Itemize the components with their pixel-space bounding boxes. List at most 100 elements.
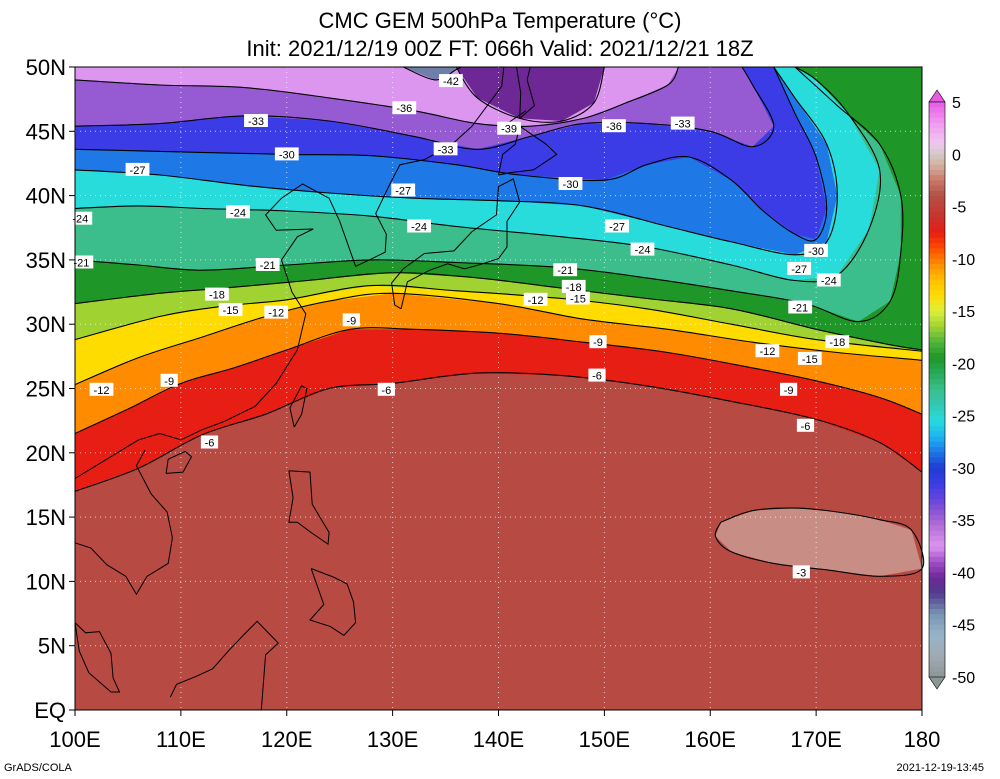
coastline <box>74 622 121 693</box>
contour-label-text: -21 <box>73 258 89 270</box>
colorbar-swatch <box>929 258 945 265</box>
isotherm-minus9 <box>74 327 923 434</box>
colorbar-swatch <box>929 399 945 406</box>
colorbar-swatch <box>929 180 945 187</box>
contour-label-text: -15 <box>223 305 239 317</box>
colorbar-swatch <box>929 368 945 375</box>
colorbar-tick-label: -20 <box>952 356 975 373</box>
contour-label-bg <box>787 261 812 275</box>
colorbar-swatch <box>929 122 945 129</box>
contour-label-text: -18 <box>209 290 225 302</box>
lon-tick-label: 180 <box>904 727 941 752</box>
colorbar-swatch <box>929 572 945 579</box>
contour-label: -15 <box>218 303 243 317</box>
contour-label-text: -9 <box>346 315 356 327</box>
contour-label-text: -33 <box>675 119 691 131</box>
colorbar-tick-label: -50 <box>952 670 975 687</box>
lat-tick-label: 45N <box>26 119 66 144</box>
lat-tick-label: 25N <box>26 377 66 402</box>
contour-label-bg <box>391 183 416 197</box>
colorbar-swatch <box>929 582 945 589</box>
contour-label-text: -18 <box>566 282 582 294</box>
lon-tick-label: 170E <box>790 727 841 752</box>
contour-label: -33 <box>244 114 268 128</box>
contour-label-text: -3 <box>796 567 806 579</box>
contour-label-bg <box>630 242 655 256</box>
contour-label: -15 <box>797 351 822 366</box>
colorbar-swatch <box>929 112 945 119</box>
lon-tick-label: 150E <box>579 727 630 752</box>
colorbar-swatch <box>929 222 945 229</box>
contour-label-text: -12 <box>528 295 544 307</box>
contour-label-text: -24 <box>230 207 246 219</box>
contour-label: -6 <box>377 382 395 397</box>
contour-label-bg <box>377 382 395 396</box>
contour-label: -30 <box>274 147 299 161</box>
colorbar-swatch <box>929 347 945 354</box>
contour-label: -12 <box>264 305 289 320</box>
colorbar-swatch <box>929 483 945 490</box>
latitude-axis: EQ 5N 10N 15N 20N 25N 30N 35N 40N 45N 50N <box>26 55 75 723</box>
colorbar-swatch <box>929 624 945 631</box>
colorbar-swatch <box>929 609 945 615</box>
colorbar-swatch <box>929 107 945 114</box>
colorbar-swatch <box>929 352 945 359</box>
contour-label-bg <box>255 258 280 271</box>
contour-label: -18 <box>561 279 586 294</box>
colorbar-swatch <box>929 128 945 134</box>
colorbar-swatch <box>929 269 945 276</box>
colorbar-swatch <box>929 598 945 605</box>
contour-label: -30 <box>804 243 828 258</box>
coastline <box>289 385 308 428</box>
colorbar-swatch <box>929 138 945 145</box>
colorbar-swatch <box>929 551 945 558</box>
colorbar-swatch <box>929 332 945 338</box>
contour-label: -24 <box>68 211 93 226</box>
colorbar-swatch <box>929 389 945 396</box>
contour-label: -24 <box>226 205 250 219</box>
contour-label-text: -6 <box>205 438 215 450</box>
colorbar-swatch <box>929 196 945 202</box>
colorbar-swatch <box>929 457 945 464</box>
colorbar-swatch <box>929 243 945 249</box>
colorbar-swatch <box>929 206 945 213</box>
lon-tick-label: 100E <box>49 727 100 752</box>
isotherm-minus36 <box>74 66 679 128</box>
contour-label-bg <box>605 219 629 233</box>
contour-label-bg <box>797 351 822 365</box>
contour-label-bg <box>89 382 114 396</box>
colorbar-swatch <box>929 629 945 636</box>
contour-label: -21 <box>255 258 280 272</box>
colorbar-swatch <box>929 300 945 307</box>
colorbar-swatch <box>929 509 945 516</box>
colorbar-tick-label: -5 <box>952 200 966 217</box>
coastline <box>288 470 330 545</box>
coastline <box>169 620 280 711</box>
coastline <box>74 66 505 479</box>
colorbar-swatch <box>929 237 945 244</box>
contour-label-text: -9 <box>593 337 603 349</box>
contour-label-text: -39 <box>501 124 517 136</box>
colorbar-tick-label: 0 <box>952 147 961 164</box>
contour-label: -18 <box>205 287 229 302</box>
contour-label-text: -6 <box>592 371 602 383</box>
contour-label-bg <box>780 382 798 396</box>
colorbar-swatch <box>929 431 945 438</box>
contour-label-text: -36 <box>606 121 622 133</box>
contour-label: -27 <box>391 183 416 198</box>
colorbar-swatch <box>929 462 945 469</box>
contour-label: -9 <box>589 335 607 349</box>
colorbar-swatch <box>929 154 945 161</box>
contour-label-bg <box>244 114 268 127</box>
contour-label-text: -21 <box>260 260 276 272</box>
colorbar-swatch <box>929 614 945 621</box>
contour-label-text: -27 <box>791 264 807 276</box>
contour-label-bg <box>342 313 360 327</box>
contour-label-text: -9 <box>784 385 794 397</box>
contour-label-bg <box>218 303 243 317</box>
contour-label-bg <box>755 344 780 358</box>
colorbar-swatch <box>929 363 945 370</box>
colorbar-swatch <box>929 525 945 532</box>
contour-label-text: -12 <box>94 385 110 397</box>
